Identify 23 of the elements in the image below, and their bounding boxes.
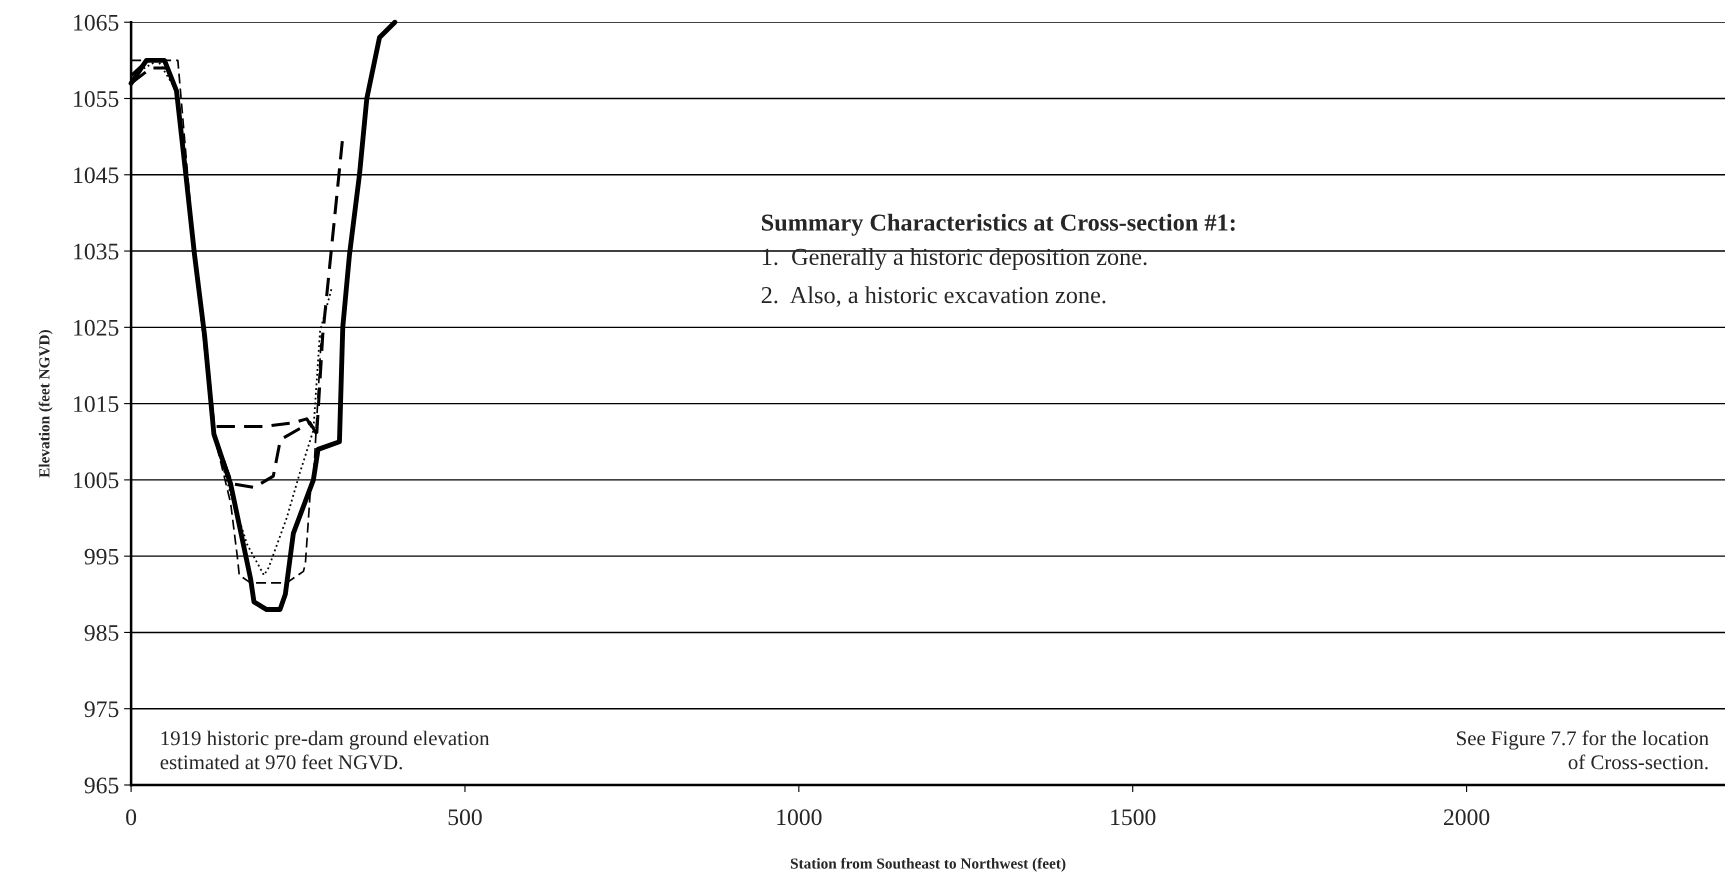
y-tick-label: 1005 — [74, 472, 119, 489]
annotation: 1. Generally a historic deposition zone. — [762, 248, 1147, 271]
x-tick-label: 1500 — [1111, 809, 1156, 826]
x-tick-label: 1000 — [777, 809, 822, 826]
y-tick-label: 985 — [84, 624, 119, 641]
x-axis-title: Station from Southeast to Northwest (feet) — [790, 857, 1066, 872]
annotation: See Figure 7.7 for the location of Cross-section. — [1457, 730, 1709, 770]
y-tick-label: 1065 — [74, 14, 119, 31]
y-tick-label: 975 — [84, 701, 119, 718]
y-tick-label: 995 — [84, 548, 119, 565]
y-tick-label: 1015 — [74, 396, 119, 413]
y-tick-label: 1025 — [74, 319, 119, 336]
y-tick-label: 1055 — [74, 90, 119, 107]
x-tick-label: 500 — [448, 809, 482, 826]
annotation: 2. Also, a historic excavation zone. — [761, 286, 1106, 307]
x-tick-label: 0 — [126, 809, 137, 826]
y-axis-title: Elevation (feet NGVD) — [38, 330, 53, 478]
annotation: 1919 historic pre-dam ground elevation estimated at 970 feet NGVD. — [160, 730, 490, 770]
y-tick-label: 1035 — [74, 243, 119, 260]
y-tick-label: 1045 — [74, 167, 119, 184]
y-tick-label: 965 — [84, 777, 119, 794]
annotation: Summary Characteristics at Cross-section #1: — [761, 213, 1235, 236]
x-tick-label: 2000 — [1444, 809, 1490, 826]
